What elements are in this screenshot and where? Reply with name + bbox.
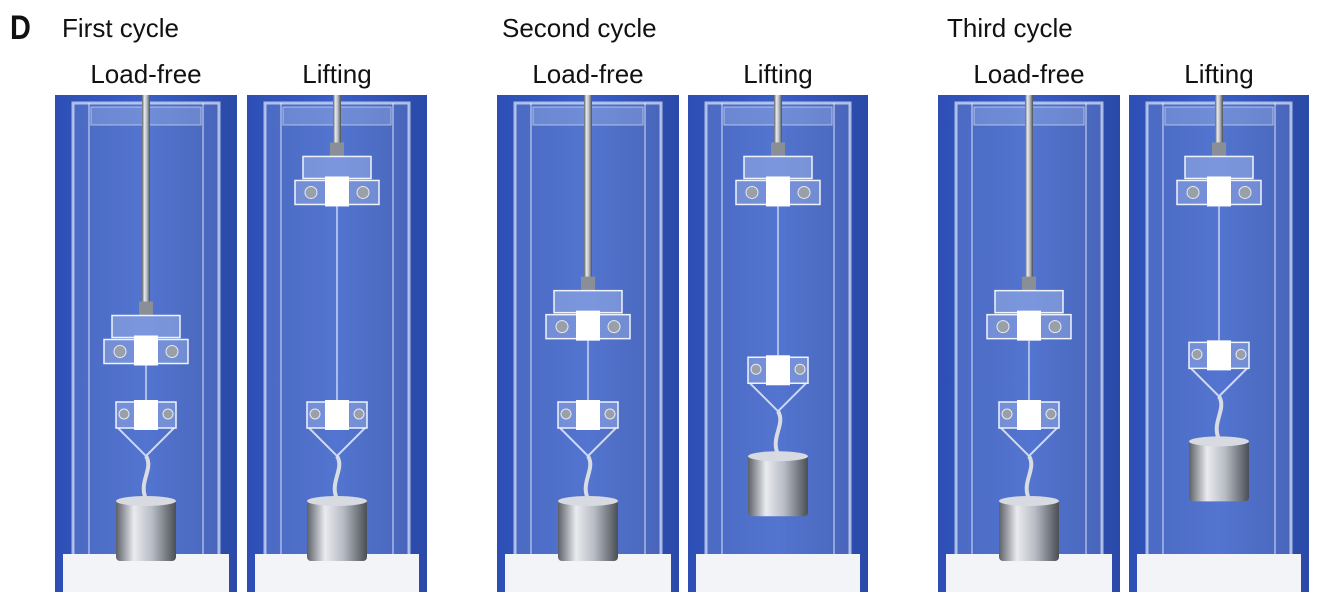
upper-holder [743,155,813,180]
column-label: Lifting [1184,59,1254,89]
photo-first-load-free [55,95,237,592]
column-label: Lifting [302,59,372,89]
rod-nut [1212,142,1226,157]
screw-head [1001,408,1013,420]
screw-head [1048,320,1062,334]
weight-hook [583,454,593,500]
screw-head [555,320,569,334]
cycle-title-first: First cycle [62,13,179,43]
photo-third-lifting [1129,95,1309,592]
lower-sample-grip [1207,340,1231,371]
upper-holder [994,289,1064,314]
steel-weight [307,499,367,561]
photo-third-load-free [938,95,1120,592]
apparatus-illustration [1129,95,1309,592]
screw-head [162,408,174,420]
rod-nut [581,276,595,291]
white-base [696,554,860,592]
lower-sample-grip [576,400,600,430]
lower-sample-grip [134,400,158,430]
apparatus-illustration [55,95,237,592]
screw-head [794,363,806,375]
photo-second-lifting [688,95,868,592]
column-label: Lifting [743,59,813,89]
weight-top [1189,436,1249,447]
lower-sample-grip [1017,400,1041,430]
screw-head [356,185,370,199]
apparatus-illustration [688,95,868,592]
photo-first-lifting [247,95,427,592]
upper-holder [302,155,372,180]
upper-holder [553,289,623,314]
weight-hook [773,410,783,456]
steel-weight [116,499,176,561]
upper-sample-grip [134,335,158,366]
screw-head [1045,408,1057,420]
steel-weight [748,454,808,517]
column-label: Load-free [973,59,1085,89]
apparatus-illustration [247,95,427,592]
upper-sample-grip [1207,176,1231,207]
upper-sample-grip [325,176,349,207]
photo-second-load-free [497,95,679,592]
threaded-rod [774,95,782,155]
weight-top [748,451,808,462]
rod-nut [1022,276,1036,291]
rod-nut [330,142,344,157]
threaded-rod [584,95,592,289]
screw-head [797,185,811,199]
cycle-title-second: Second cycle [502,13,657,43]
weight-hook [332,454,342,500]
screw-head [165,345,179,358]
weight-top [116,496,176,506]
screw-head [304,185,318,199]
threaded-rod [333,95,341,155]
column-label: Load-free [532,59,644,89]
screw-head [750,363,762,375]
white-base [1137,554,1301,592]
screw-head [604,408,616,420]
upper-holder [1184,155,1254,180]
lower-sample-grip [325,400,349,430]
apparatus-illustration [938,95,1120,592]
steel-weight [1189,439,1249,502]
rod-nut [771,142,785,157]
steel-weight [558,499,618,561]
upper-sample-grip [1017,310,1041,341]
steel-weight [999,499,1059,561]
screw-head [1186,185,1200,199]
weight-top [999,496,1059,506]
weight-hook [141,454,151,500]
apparatus-illustration [497,95,679,592]
rod-nut [139,301,153,316]
screw-head [745,185,759,199]
screw-head [353,408,365,420]
weight-hook [1024,454,1034,500]
column-label: Load-free [90,59,202,89]
screw-head [1238,185,1252,199]
panel-letter: D [10,9,31,47]
screw-head [1191,348,1203,360]
upper-sample-grip [576,310,600,341]
lower-sample-grip [766,355,790,386]
threaded-rod [1025,95,1033,289]
screw-head [113,345,127,358]
screw-head [309,408,321,420]
upper-sample-grip [766,176,790,207]
screw-head [560,408,572,420]
weight-hook [1214,395,1224,441]
threaded-rod [1215,95,1223,155]
screw-head [607,320,621,334]
threaded-rod [142,95,150,314]
upper-holder [111,314,181,339]
screw-head [118,408,130,420]
weight-top [307,496,367,506]
screw-head [1235,348,1247,360]
screw-head [996,320,1010,334]
weight-top [558,496,618,506]
cycle-title-third: Third cycle [947,13,1073,43]
